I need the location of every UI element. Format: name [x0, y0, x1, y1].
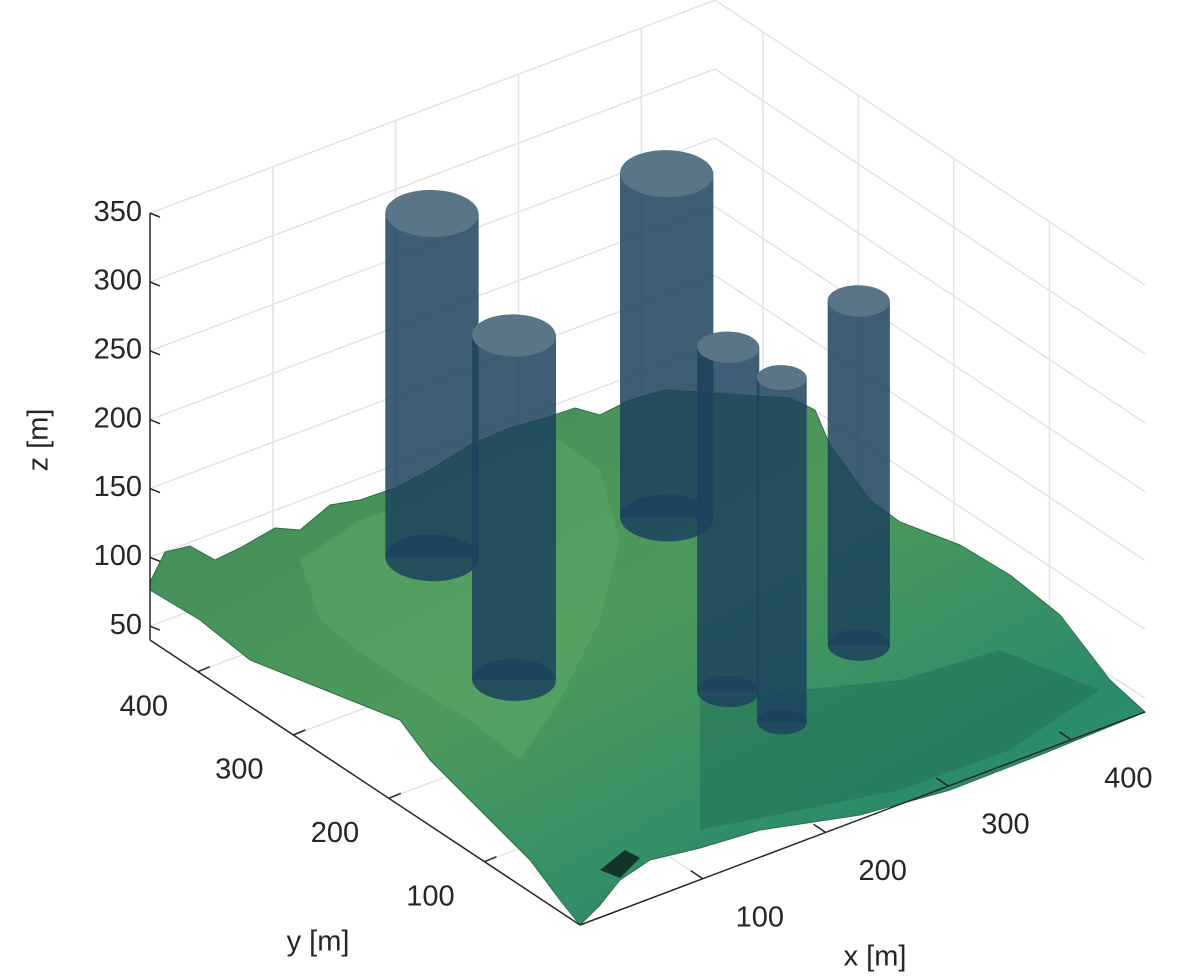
y-axis-label: y [m] [287, 926, 350, 958]
z-tick [150, 213, 160, 217]
z-tick-label: 300 [94, 265, 142, 297]
obstacle [697, 332, 759, 708]
y-tick [293, 730, 305, 735]
z-tick-label: 150 [94, 471, 142, 503]
grid-line [715, 69, 1145, 354]
obstacle [385, 190, 478, 581]
y-tick-label: 200 [311, 817, 359, 849]
z-tick-label: 350 [94, 196, 142, 228]
x-tick-label: 100 [736, 901, 784, 933]
x-tick [691, 871, 703, 879]
x-tick-label: 200 [858, 855, 906, 887]
x-tick-label: 400 [1104, 762, 1152, 794]
obstacle-body [385, 213, 478, 557]
obstacle-body [757, 378, 807, 722]
x-tick [814, 824, 826, 832]
z-tick [150, 420, 160, 424]
y-tick-label: 400 [120, 690, 168, 722]
obstacle-body [697, 347, 759, 691]
y-tick [389, 793, 401, 798]
z-tick [150, 351, 160, 355]
z-axis-label: z [m] [23, 409, 55, 472]
z-tick [150, 626, 160, 630]
z-tick [150, 557, 160, 561]
obstacle [472, 314, 556, 701]
x-axis-label: x [m] [844, 941, 907, 973]
obstacle-body [828, 301, 890, 645]
y-tick-label: 300 [215, 754, 263, 786]
y-tick-label: 100 [406, 880, 454, 912]
obstacle [828, 285, 890, 661]
z-tick-label: 50 [110, 609, 142, 641]
y-tick [198, 667, 210, 672]
chart: 100 200 300 400 100 200 300 400 50 100 150 200 250 30… [0, 0, 1177, 979]
obstacle-body [472, 336, 556, 680]
grid-line [715, 0, 1145, 285]
z-tick [150, 282, 160, 286]
y-tick [484, 857, 496, 862]
z-tick-label: 100 [94, 540, 142, 572]
z-tick [150, 489, 160, 493]
z-tick-label: 250 [94, 333, 142, 365]
z-tick-label: 200 [94, 402, 142, 434]
x-tick-label: 300 [981, 809, 1029, 841]
obstacle [757, 365, 807, 734]
